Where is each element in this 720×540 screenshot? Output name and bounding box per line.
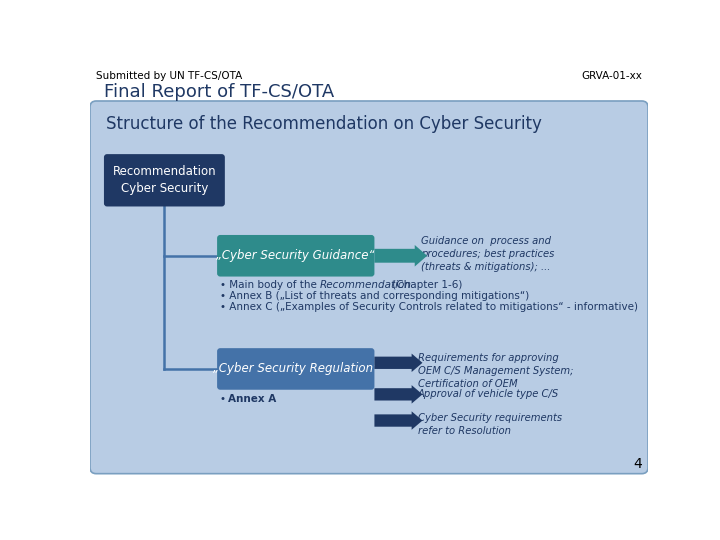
FancyBboxPatch shape	[104, 154, 225, 206]
FancyBboxPatch shape	[90, 101, 648, 474]
FancyBboxPatch shape	[217, 235, 374, 276]
Text: „Cyber Security Guidance“: „Cyber Security Guidance“	[217, 249, 375, 262]
Text: 4: 4	[633, 457, 642, 471]
Text: Annex A: Annex A	[228, 394, 276, 403]
FancyArrow shape	[374, 385, 423, 403]
FancyArrow shape	[374, 411, 423, 430]
Text: Recommendation: Recommendation	[320, 280, 411, 291]
Text: Final Report of TF-CS/OTA: Final Report of TF-CS/OTA	[104, 83, 334, 102]
Text: • Main body of the: • Main body of the	[220, 280, 320, 291]
Text: Submitted by UN TF-CS/OTA: Submitted by UN TF-CS/OTA	[96, 71, 243, 81]
Text: •: •	[220, 394, 230, 403]
Text: • Annex B („List of threats and corresponding mitigations“): • Annex B („List of threats and correspo…	[220, 291, 529, 301]
Text: Cyber Security requirements
refer to Resolution: Cyber Security requirements refer to Res…	[418, 413, 562, 436]
Text: Requirements for approving
OEM C/S Management System;
Certification of OEM: Requirements for approving OEM C/S Manag…	[418, 353, 573, 389]
Text: Recommendation
Cyber Security: Recommendation Cyber Security	[112, 165, 216, 195]
FancyArrow shape	[374, 354, 423, 372]
FancyBboxPatch shape	[217, 348, 374, 390]
Text: • Annex C („Examples of Security Controls related to mitigations“ - informative): • Annex C („Examples of Security Control…	[220, 302, 638, 312]
Text: „Cyber Security Regulation“: „Cyber Security Regulation“	[212, 362, 379, 375]
Text: GRVA-01-xx: GRVA-01-xx	[581, 71, 642, 81]
Text: Approval of vehicle type C/S: Approval of vehicle type C/S	[418, 389, 559, 399]
Text: Guidance on  process and
procedures; best practices
(threats & mitigations); ...: Guidance on process and procedures; best…	[421, 236, 554, 272]
FancyArrow shape	[374, 245, 427, 267]
Text: (Chapter 1-6): (Chapter 1-6)	[389, 280, 462, 291]
Text: Structure of the Recommendation on Cyber Security: Structure of the Recommendation on Cyber…	[106, 115, 541, 133]
